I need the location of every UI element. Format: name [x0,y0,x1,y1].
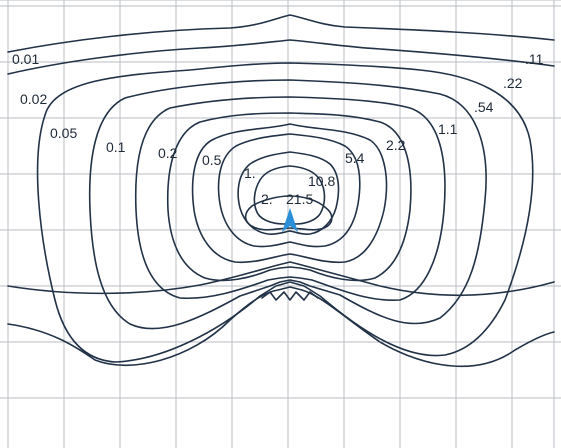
contour-label: 5.4 [345,150,365,166]
contour-label: 1.1 [438,121,458,137]
contour-label: 2. [261,191,273,207]
contour-label: 0.2 [158,145,178,161]
contour-label: 2.2 [386,137,406,153]
contour-line-0.01 [7,14,555,53]
contour-label: 0.02 [20,91,47,107]
contour-line-0.05 [36,62,534,363]
contour-line-0.02 [7,39,555,75]
contour-lines [7,14,555,368]
contour-line-21.5 [244,195,333,231]
contour-labels: 0.01 0.02 0.05 0.1 0.2 0.5 1. 2. 21.5 10… [12,51,544,207]
contour-line-0.02-lower [7,286,555,368]
contour-label: 1. [244,165,256,181]
contour-label: 0.1 [106,139,126,155]
contour-line-0.2 [134,96,446,301]
contour-line-1 [191,123,388,264]
contour-label: 0.01 [12,51,39,67]
contour-label: .11 [525,51,544,67]
contour-label: 10.8 [308,173,335,189]
contour-line-0.5 [166,112,412,282]
contour-line-5.4 [237,151,340,235]
contour-line-0.01-lower [7,261,555,297]
contour-label: 0.5 [202,152,222,168]
contour-label: .54 [474,99,494,115]
contour-line-0.1 [88,79,487,330]
contour-label: 0.05 [50,125,77,141]
contour-label: .22 [503,75,523,91]
contour-line-2 [217,133,361,248]
light-source-marker-icon [282,208,298,232]
contour-label: 21.5 [286,191,313,207]
contour-cusp-detail [261,291,319,301]
